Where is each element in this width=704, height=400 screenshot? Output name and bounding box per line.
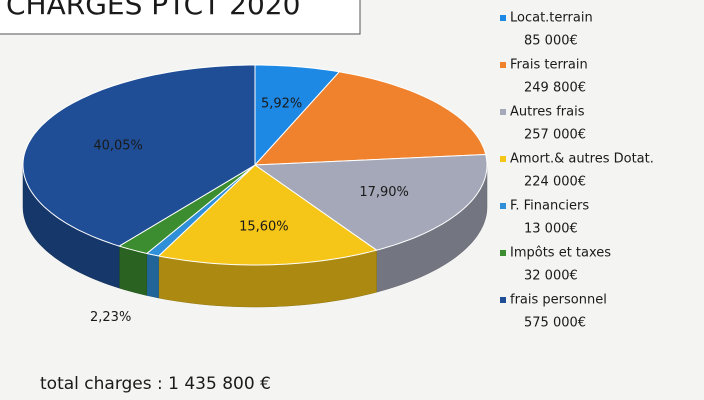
title-box (0, 0, 361, 35)
legend-label: Impôts et taxes (510, 246, 611, 261)
slice (253, 71, 487, 166)
value-label: 13 000€ (524, 222, 578, 237)
legend-label: Amort.& autres Dotat. (510, 152, 654, 167)
slice (253, 153, 488, 251)
value-label: 32 000€ (524, 269, 578, 284)
value-label: 257 000€ (524, 128, 586, 143)
value-label: 575 000€ (524, 316, 586, 331)
legend-swatch (500, 297, 506, 303)
percent-label: 15,60% (239, 219, 289, 234)
percent-label: 40,05% (93, 138, 143, 153)
chart-title: CHARGES PTCT 2020 (6, 0, 300, 21)
legend-swatch (500, 156, 506, 162)
value-label: 249 800€ (524, 81, 586, 96)
legend-swatch (500, 15, 506, 21)
legend-swatch (500, 250, 506, 256)
legend-label: Frais terrain (510, 58, 588, 73)
slice-side (146, 253, 159, 299)
percent-label: 5,92% (261, 97, 302, 112)
legend-label: Autres frais (510, 105, 585, 120)
value-label: 85 000€ (524, 34, 578, 49)
slice (157, 164, 378, 266)
percent-label: 2,23% (90, 310, 131, 325)
value-label: 224 000€ (524, 175, 586, 190)
legend-label: Locat.terrain (510, 11, 593, 26)
slice-side (118, 245, 148, 296)
legend-label: frais personnel (510, 293, 607, 308)
total-label: total charges : 1 435 800 € (40, 374, 271, 394)
percent-label: 17,90% (359, 185, 409, 200)
slice (117, 164, 256, 255)
legend-swatch (500, 109, 506, 115)
legend-swatch (500, 203, 506, 209)
legend-label: F. Financiers (510, 199, 589, 214)
slice (22, 64, 256, 247)
legend-swatch (500, 62, 506, 68)
slice (254, 64, 341, 167)
